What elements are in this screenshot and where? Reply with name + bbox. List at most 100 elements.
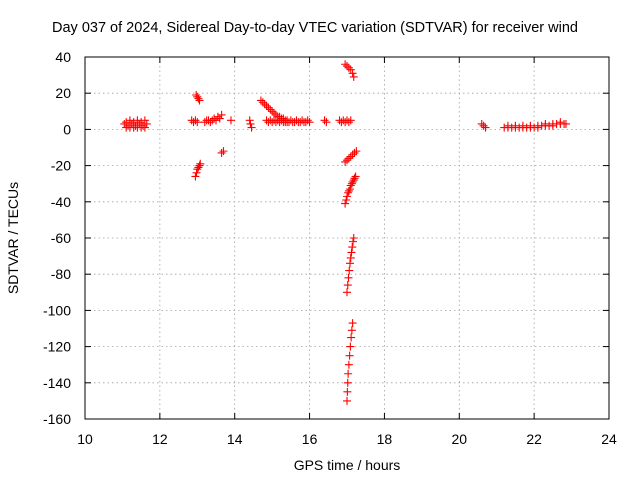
x-tick-label: 22 (526, 431, 542, 447)
data-point (322, 118, 331, 127)
x-tick-label: 24 (601, 431, 617, 447)
data-point (195, 161, 204, 170)
data-point (548, 119, 557, 128)
data-point (343, 387, 352, 396)
data-point (120, 119, 129, 128)
data-point (217, 148, 226, 157)
data-point (142, 119, 151, 128)
data-point (256, 96, 265, 105)
data-point (346, 181, 355, 190)
data-point (245, 116, 254, 125)
y-tick-label: -20 (51, 158, 71, 174)
data-point (344, 154, 353, 163)
data-point (344, 369, 353, 378)
data-point (193, 118, 202, 127)
data-point (194, 163, 203, 172)
data-point (219, 147, 228, 156)
data-point (271, 110, 280, 119)
axis-ticks: 10 12 14 16 18 20 22 24 -160 -140 -120 -100 -80 -60 -4… (43, 49, 617, 447)
data-point (320, 116, 329, 125)
y-tick-label: -40 (51, 194, 71, 210)
data-point (346, 65, 355, 74)
data-point (561, 119, 570, 128)
y-tick-label: -60 (51, 230, 71, 246)
y-tick-label: -100 (43, 302, 71, 318)
data-point (343, 378, 352, 387)
data-point (533, 121, 542, 130)
data-point (206, 118, 215, 127)
y-tick-label: -120 (43, 339, 71, 355)
data-point (347, 248, 356, 257)
y-tick-label: 40 (55, 49, 71, 65)
data-point (347, 179, 356, 188)
data-point (518, 121, 527, 130)
data-point (140, 116, 149, 125)
data-point (226, 116, 235, 125)
data-point (191, 116, 200, 125)
data-point (343, 281, 352, 290)
x-axis-label: GPS time / hours (294, 457, 401, 473)
data-point (140, 123, 149, 132)
data-point (348, 237, 357, 246)
data-point (196, 159, 205, 168)
data-point (345, 351, 354, 360)
data-point (348, 150, 357, 159)
data-point (344, 186, 353, 195)
y-tick-label: 20 (55, 85, 71, 101)
y-tick-label: -80 (51, 266, 71, 282)
data-point (192, 91, 201, 100)
x-tick-label: 10 (77, 431, 93, 447)
data-point (277, 116, 286, 125)
data-point (342, 195, 351, 204)
data-point (247, 123, 256, 132)
data-point (344, 273, 353, 282)
data-point (345, 259, 354, 268)
x-tick-label: 12 (152, 431, 168, 447)
data-point (343, 156, 351, 165)
data-point (350, 174, 359, 183)
data-point (139, 121, 148, 130)
data-point (346, 116, 355, 125)
data-point (135, 119, 144, 128)
data-point (346, 152, 355, 161)
data-point (556, 118, 565, 127)
data-point (343, 396, 351, 405)
data-point (341, 60, 350, 69)
data-point (541, 119, 550, 128)
data-point (346, 253, 355, 262)
x-tick-label: 18 (377, 431, 393, 447)
data-point (246, 119, 255, 128)
data-point (511, 121, 520, 130)
x-tick-label: 14 (227, 431, 243, 447)
data-point (477, 119, 486, 128)
data-point (270, 109, 279, 118)
y-tick-label: -160 (43, 411, 71, 427)
y-tick-label: 0 (63, 121, 71, 137)
data-point (133, 116, 142, 125)
data-point (194, 94, 203, 103)
data-point (344, 360, 353, 369)
data-point (479, 121, 488, 130)
data-point (350, 148, 359, 157)
data-point (341, 157, 350, 166)
data-point (260, 100, 269, 109)
y-axis-label: SDTVAR / TECUs (5, 182, 21, 294)
data-point (127, 119, 136, 128)
data-point (481, 123, 490, 132)
plot-frame (84, 56, 610, 420)
chart-title: Day 037 of 2024, Sidereal Day-to-day VTE… (52, 20, 578, 36)
data-point (503, 121, 512, 130)
data-point (268, 107, 277, 116)
data-point (264, 103, 273, 112)
y-tick-label: -140 (43, 375, 71, 391)
data-point (526, 121, 535, 130)
data-point (348, 319, 357, 328)
data-point (305, 118, 314, 127)
data-point (345, 185, 354, 194)
data-point (266, 105, 275, 114)
data-point (192, 168, 201, 177)
data-point (348, 69, 357, 78)
data-point (344, 188, 353, 197)
data-point (349, 234, 358, 242)
data-point (343, 192, 351, 201)
